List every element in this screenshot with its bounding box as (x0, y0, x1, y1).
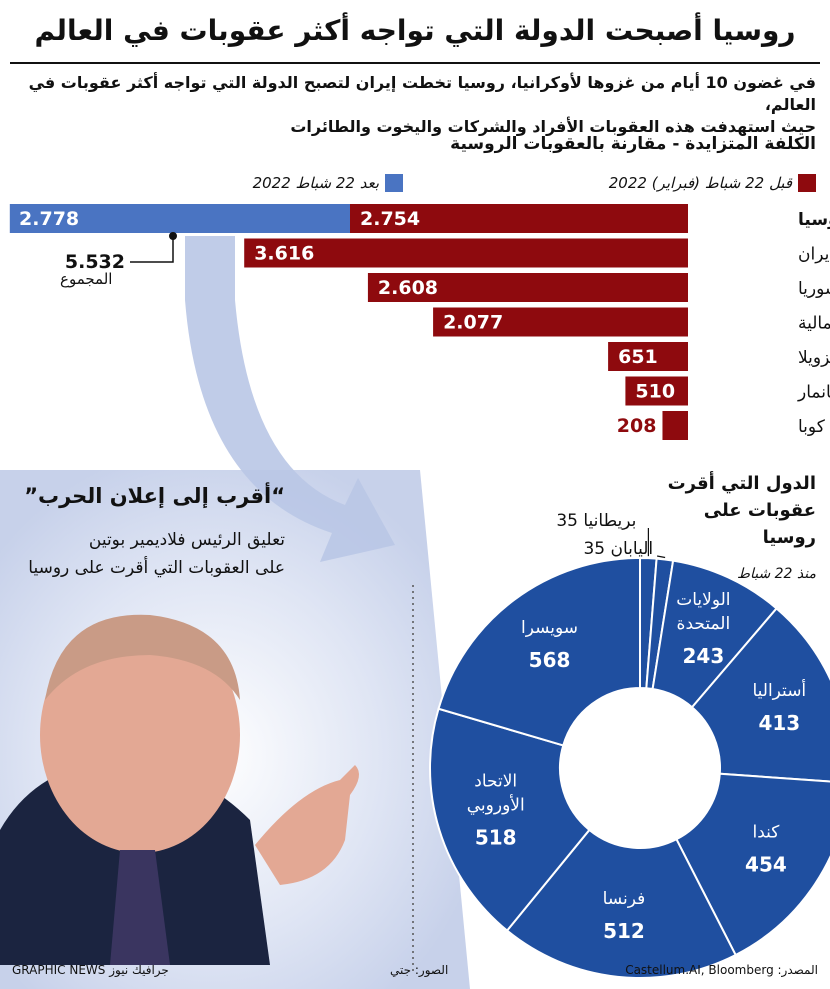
photo-face (40, 617, 240, 853)
bar-category-2: سوريا (798, 279, 830, 299)
bar-before-value-6: 208 (617, 415, 657, 437)
donut-label-1: اليابان 35 (583, 539, 653, 559)
bar-before-1 (244, 238, 688, 268)
donut-slice-3 (690, 607, 830, 783)
quote-text: تعليق الرئيس فلاديمير بوتين على العقوبات… (28, 526, 285, 582)
donut-label-4: كندا (752, 822, 780, 842)
bar-before-5 (625, 376, 688, 406)
bar-after-value-0: 2.778 (19, 208, 79, 230)
subtitle: في غضون 10 أيام من غزوها لأوكرانيا، روسي… (16, 72, 816, 138)
bar-before-value-3: 2.077 (443, 312, 503, 334)
source-credit: المصدر: Castellum.AI, Bloomberg (625, 963, 818, 977)
bar-after-0 (9, 204, 350, 233)
bar-before-0 (350, 204, 688, 233)
photo-hand (255, 765, 359, 885)
total-leader (130, 236, 174, 263)
subtitle-line-2: حيث استهدفت هذه العقوبات الأفراد والشركا… (290, 117, 816, 136)
donut-label-6: الاتحاد (474, 772, 517, 792)
bar-chart: 2.778 2.754 روسيا 3.616 إيران 2.608 سوريا 2.077… (8, 203, 830, 440)
bar-before-value-2: 2.608 (378, 277, 438, 299)
donut-label-5: فرنسا (603, 889, 646, 909)
page-title: روسيا أصبحت الدولة التي تواجه أكثر عقوبا… (34, 14, 796, 47)
donut-title: الدول التي أقرت عقوبات على روسيا (668, 470, 816, 551)
quote-headline: “أقرب إلى إعلان الحرب” (24, 484, 285, 508)
bar-before-4 (608, 342, 688, 371)
bar-category-4: فنزويلا (798, 348, 830, 368)
brand-credit: GRAPHIC NEWS جرافيك نيوز (12, 963, 169, 977)
donut-slice-5 (505, 828, 737, 979)
donut-label-0: بريطانيا 35 (556, 511, 636, 531)
bar-category-5: ميانمار (797, 383, 830, 403)
donut-value-6: 518 (475, 826, 517, 850)
legend-after-label: بعد 22 شباط 2022 (252, 174, 379, 192)
donut-value-7: 568 (529, 648, 571, 672)
donut-label-3: أستراليا (752, 679, 806, 701)
photo-hair (45, 614, 240, 700)
donut-label-2: الولايات (676, 590, 730, 610)
bar-before-3 (433, 307, 688, 337)
donut-value-2: 243 (683, 644, 725, 668)
bar-before-2 (367, 273, 688, 302)
bar-section-heading: الكلفة المتزايدة - مقارنة بالعقوبات الرو… (450, 134, 816, 154)
quote-line-1: تعليق الرئيس فلاديمير بوتين (88, 530, 285, 550)
donut-title-line-3: روسيا (762, 527, 816, 548)
donut-slice-7 (437, 556, 641, 747)
donut-title-line-1: الدول التي أقرت (667, 473, 816, 494)
donut-chart: بريطانيا 35 اليابان 35 الولايات المتحدة 243 أ… (429, 511, 830, 979)
donut-title-line-2: عقوبات على (703, 500, 816, 521)
subtitle-line-1: في غضون 10 أيام من غزوها لأوكرانيا، روسي… (28, 73, 816, 114)
bar-before-6 (662, 411, 688, 440)
legend-after-swatch (385, 174, 403, 192)
donut-slice-6 (429, 707, 591, 932)
legend-before-label: قبل 22 شباط (فبراير) 2022 (608, 174, 792, 192)
quote-line-2: على العقوبات التي أقرت على روسيا (28, 558, 285, 578)
donut-label-2: المتحدة (677, 614, 731, 634)
donut-subtitle: منذ 22 شباط (737, 566, 816, 582)
legend-after: بعد 22 شباط 2022 (253, 174, 403, 192)
total-label: المجموع (60, 270, 113, 288)
donut-label-7: سويسرا (521, 618, 578, 638)
bar-category-3: كوريا الشمالية (798, 314, 830, 334)
donut-value-3: 413 (758, 711, 800, 735)
donut-value-4: 454 (745, 852, 787, 876)
title-divider (10, 62, 820, 64)
photo-credit: الصور: جتي (390, 963, 449, 977)
legend-before-swatch (798, 174, 816, 192)
legend-before: قبل 22 شباط (فبراير) 2022 (609, 174, 816, 192)
donut-value-5: 512 (603, 919, 645, 943)
putin-photo (0, 614, 359, 965)
total-value: 5.532 (65, 251, 125, 273)
donut-label-6: الأوروبي (467, 795, 525, 816)
bar-before-value-5: 510 (635, 381, 675, 403)
donut-leader-1 (657, 555, 666, 559)
bar-before-value-1: 3.616 (254, 243, 314, 265)
bar-before-value-4: 651 (618, 346, 658, 368)
bar-before-value-0: 2.754 (360, 208, 420, 230)
photo-tie (110, 850, 170, 965)
bar-category-0: روسيا (798, 210, 830, 230)
donut-slice-4 (675, 772, 830, 957)
connector-arrow (185, 236, 395, 562)
bar-category-1: إيران (798, 245, 830, 265)
bar-category-6: كوبا (798, 417, 826, 437)
